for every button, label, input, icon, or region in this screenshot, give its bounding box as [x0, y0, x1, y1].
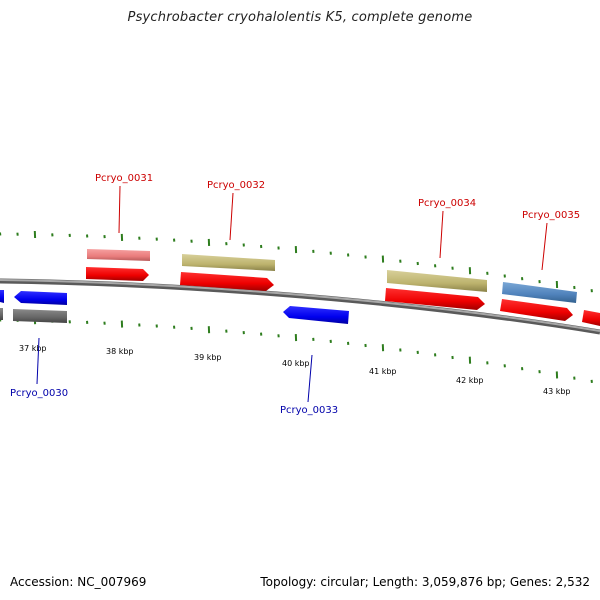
reverse-cds-pcryo-0030[interactable] [14, 291, 67, 305]
scale-label-41: 41 kbp [369, 367, 397, 376]
gene-label-pcryo-0032[interactable]: Pcryo_0032 [207, 180, 265, 191]
gene-label-pcryo-0035[interactable]: Pcryo_0035 [522, 210, 580, 221]
accession-text: Accession: NC_007969 [10, 575, 147, 589]
forward-cds-partial[interactable] [582, 310, 600, 326]
scale-label-42: 42 kbp [456, 376, 484, 385]
inner-tick-ring [0, 317, 593, 383]
gene-label-pcryo-0031[interactable]: Pcryo_0031 [95, 173, 153, 184]
cog-feature-pcryo-0030[interactable] [13, 309, 67, 323]
scale-labels: 37 kbp 38 kbp 39 kbp 40 kbp 41 kbp 42 kb… [19, 344, 571, 396]
scale-label-39: 39 kbp [194, 353, 222, 362]
genome-backbone [0, 278, 600, 335]
reverse-cds-partial[interactable] [0, 290, 4, 303]
gene-label-pcryo-0030[interactable]: Pcryo_0030 [10, 388, 68, 399]
cog-feature-pcryo-0034[interactable] [387, 270, 487, 292]
callout-lines [36, 185, 548, 403]
genome-summary-text: Topology: circular; Length: 3,059,876 bp… [260, 575, 590, 589]
cog-feature-partial[interactable] [0, 308, 3, 320]
forward-cds-pcryo-0032[interactable] [180, 272, 274, 291]
reverse-cds-pcryo-0033[interactable] [283, 306, 349, 324]
scale-label-43: 43 kbp [543, 387, 571, 396]
outer-tick-ring [0, 230, 593, 293]
scale-label-38: 38 kbp [106, 347, 134, 356]
scale-label-40: 40 kbp [282, 359, 310, 368]
cog-feature-pcryo-0035[interactable] [502, 282, 577, 303]
gene-label-pcryo-0033[interactable]: Pcryo_0033 [280, 405, 338, 416]
forward-cds-pcryo-0035[interactable] [500, 299, 573, 321]
scale-label-37: 37 kbp [19, 344, 47, 353]
cog-feature-pcryo-0031[interactable] [87, 249, 150, 261]
cog-feature-pcryo-0032[interactable] [182, 254, 275, 271]
gene-labels: Pcryo_0031 Pcryo_0032 Pcryo_0034 Pcryo_0… [10, 173, 580, 416]
forward-cds-pcryo-0031[interactable] [86, 267, 149, 281]
gene-label-pcryo-0034[interactable]: Pcryo_0034 [418, 198, 476, 209]
forward-cds-pcryo-0034[interactable] [385, 288, 485, 310]
map-title: Psychrobacter cryohalolentis K5, complet… [127, 10, 473, 25]
